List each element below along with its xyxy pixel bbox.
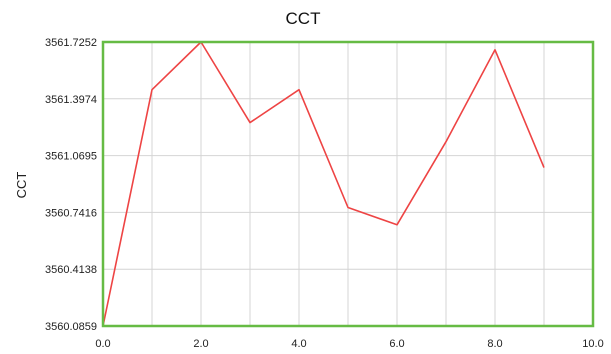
chart-title: CCT <box>286 9 321 28</box>
grid-lines <box>103 42 593 326</box>
y-tick-label: 3561.0695 <box>45 151 97 163</box>
x-tick-label: 6.0 <box>389 338 404 350</box>
plot-frame <box>101 40 595 328</box>
y-axis-label: CCT <box>14 172 29 199</box>
y-tick-label: 3561.7252 <box>45 37 97 49</box>
cct-series-line <box>102 41 545 327</box>
tick-labels: 3561.7252 3561.3974 3561.0695 3560.7416 3560… <box>45 37 604 350</box>
x-tick-label: 8.0 <box>487 338 502 350</box>
y-tick-label: 3560.0859 <box>45 321 97 333</box>
x-tick-label: 10.0 <box>582 338 603 350</box>
x-tick-label: 0.0 <box>95 338 110 350</box>
series-layer <box>102 41 545 327</box>
x-tick-label: 4.0 <box>291 338 306 350</box>
x-tick-label: 2.0 <box>193 338 208 350</box>
y-tick-label: 3560.4138 <box>45 264 97 276</box>
y-tick-label: 3560.7416 <box>45 207 97 219</box>
y-tick-label: 3561.3974 <box>45 94 97 106</box>
